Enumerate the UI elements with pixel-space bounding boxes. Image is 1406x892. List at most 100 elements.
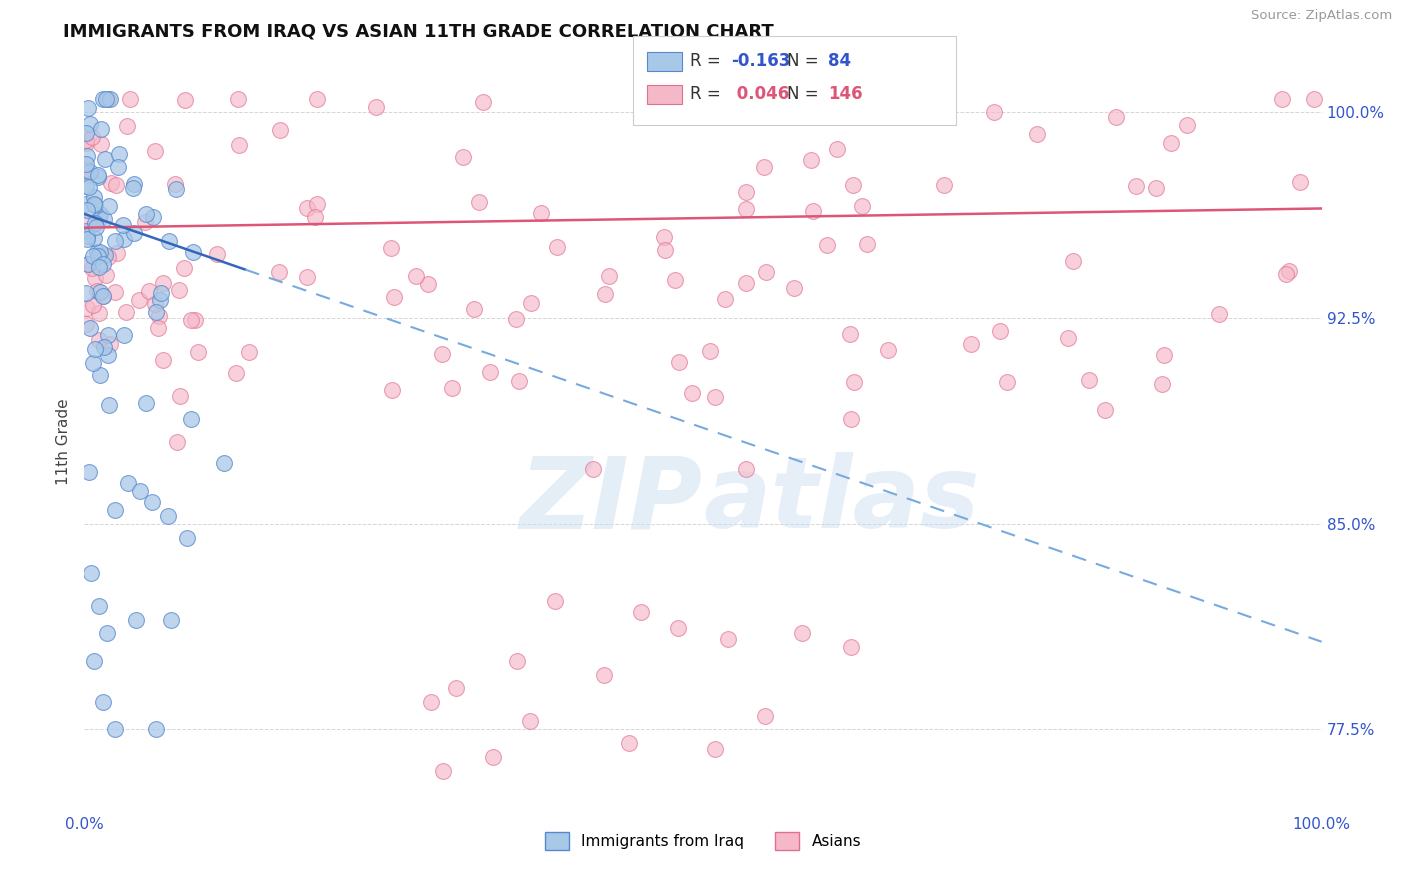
Point [165, 182, 187, 196]
Point [714, 292, 737, 306]
Point [364, 100, 387, 114]
Point [704, 741, 727, 756]
Point [481, 750, 503, 764]
Text: R =: R = [690, 52, 727, 70]
Point [76, 229, 98, 244]
Point [82, 356, 104, 370]
Point [664, 273, 686, 287]
Point [129, 483, 152, 498]
Point [97, 250, 120, 264]
Point [86, 284, 108, 298]
Point [593, 667, 616, 681]
Point [84, 220, 107, 235]
Point [181, 244, 204, 259]
Point [83, 654, 105, 668]
Point [90, 136, 112, 151]
Point [103, 285, 125, 299]
Point [89, 285, 111, 299]
Point [87, 170, 110, 185]
Point [717, 632, 740, 646]
Point [205, 246, 228, 260]
Point [157, 508, 180, 523]
Point [173, 93, 195, 107]
Point [90, 121, 112, 136]
Point [145, 305, 167, 319]
Point [269, 123, 291, 137]
Point [148, 309, 170, 323]
Point [381, 383, 404, 397]
Point [304, 210, 326, 224]
Point [186, 345, 208, 359]
Point [115, 305, 138, 319]
Point [735, 186, 758, 200]
Point [267, 265, 290, 279]
Point [104, 178, 127, 192]
Point [169, 389, 191, 403]
Point [180, 411, 202, 425]
Point [79, 320, 101, 334]
Point [238, 345, 260, 359]
Point [93, 211, 115, 226]
Point [1094, 402, 1116, 417]
Text: Source: ZipAtlas.com: Source: ZipAtlas.com [1251, 9, 1392, 22]
Point [519, 714, 541, 729]
Point [135, 207, 157, 221]
Point [75, 216, 97, 230]
Point [801, 204, 824, 219]
Point [432, 764, 454, 778]
Point [96, 92, 118, 106]
Point [75, 197, 97, 211]
Point [173, 260, 195, 275]
Point [166, 434, 188, 449]
Point [1275, 267, 1298, 281]
Point [1077, 373, 1099, 387]
Point [138, 284, 160, 298]
Point [1160, 136, 1182, 150]
Point [87, 168, 110, 182]
Point [815, 100, 838, 114]
Point [83, 196, 105, 211]
Point [97, 328, 120, 343]
Point [84, 271, 107, 285]
Point [146, 321, 169, 335]
Point [141, 495, 163, 509]
Point [630, 605, 652, 619]
Point [97, 348, 120, 362]
Point [668, 355, 690, 369]
Point [142, 211, 165, 225]
Point [91, 257, 114, 271]
Point [1288, 175, 1310, 189]
Point [184, 312, 207, 326]
Point [598, 269, 620, 284]
Point [149, 293, 172, 308]
Point [84, 198, 107, 212]
Point [444, 681, 467, 696]
Point [617, 736, 640, 750]
Point [76, 149, 98, 163]
Point [104, 723, 127, 737]
Point [91, 695, 114, 709]
Point [98, 398, 121, 412]
Point [75, 285, 97, 300]
Point [1208, 307, 1230, 321]
Point [75, 136, 97, 150]
Point [1062, 254, 1084, 268]
Point [94, 92, 117, 106]
Point [125, 613, 148, 627]
Point [451, 150, 474, 164]
Point [176, 531, 198, 545]
Point [295, 202, 318, 216]
Point [82, 130, 104, 145]
Point [844, 375, 866, 389]
Point [468, 195, 491, 210]
Point [180, 313, 202, 327]
Point [87, 333, 110, 347]
Point [169, 283, 191, 297]
Point [143, 297, 166, 311]
Point [983, 105, 1005, 120]
Point [839, 412, 862, 426]
Point [582, 462, 605, 476]
Point [89, 211, 111, 226]
Point [506, 654, 529, 668]
Point [79, 566, 101, 581]
